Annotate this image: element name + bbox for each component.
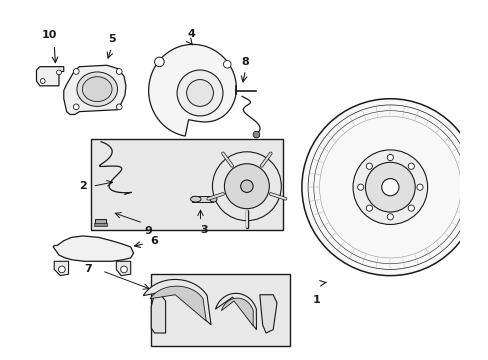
- Circle shape: [386, 214, 393, 220]
- Circle shape: [186, 80, 213, 106]
- Circle shape: [381, 179, 398, 196]
- Polygon shape: [63, 65, 126, 114]
- Circle shape: [224, 164, 269, 209]
- Circle shape: [301, 99, 478, 276]
- Polygon shape: [37, 67, 63, 86]
- Bar: [95, 219, 105, 225]
- Ellipse shape: [209, 196, 217, 202]
- Polygon shape: [259, 295, 276, 333]
- Circle shape: [57, 70, 61, 75]
- Circle shape: [116, 104, 122, 110]
- Polygon shape: [221, 298, 253, 326]
- Text: 5: 5: [107, 34, 115, 44]
- Text: 3: 3: [200, 225, 207, 235]
- Circle shape: [366, 163, 372, 169]
- Polygon shape: [53, 236, 133, 261]
- Circle shape: [416, 184, 422, 190]
- Circle shape: [407, 205, 413, 211]
- Text: 10: 10: [41, 30, 57, 40]
- Bar: [191, 196, 213, 202]
- Polygon shape: [215, 293, 256, 330]
- Bar: [91, 139, 282, 230]
- Polygon shape: [151, 293, 165, 333]
- Circle shape: [59, 266, 65, 273]
- Circle shape: [386, 154, 393, 161]
- Circle shape: [253, 131, 259, 138]
- Circle shape: [73, 69, 79, 74]
- Bar: [151, 274, 289, 346]
- Circle shape: [121, 266, 127, 273]
- Polygon shape: [54, 261, 68, 276]
- Text: 4: 4: [186, 29, 195, 39]
- Text: 9: 9: [143, 226, 152, 237]
- Circle shape: [116, 69, 122, 74]
- Circle shape: [365, 162, 414, 212]
- Circle shape: [366, 205, 372, 211]
- Ellipse shape: [190, 196, 201, 202]
- Polygon shape: [143, 279, 211, 325]
- Circle shape: [40, 78, 45, 84]
- Circle shape: [212, 152, 281, 221]
- Circle shape: [407, 163, 413, 169]
- Polygon shape: [150, 286, 206, 321]
- Circle shape: [240, 180, 253, 193]
- Text: 6: 6: [149, 236, 157, 246]
- Polygon shape: [116, 261, 130, 276]
- Text: 7: 7: [83, 264, 91, 274]
- Ellipse shape: [77, 72, 117, 106]
- Polygon shape: [148, 44, 236, 136]
- Bar: [94, 223, 107, 226]
- Circle shape: [357, 184, 363, 190]
- Circle shape: [352, 150, 427, 225]
- Text: 1: 1: [312, 295, 320, 305]
- Ellipse shape: [82, 77, 112, 102]
- Circle shape: [154, 57, 164, 67]
- Circle shape: [73, 104, 79, 110]
- Circle shape: [177, 70, 223, 116]
- Text: 2: 2: [79, 181, 86, 191]
- Circle shape: [223, 60, 231, 68]
- Text: 8: 8: [241, 57, 249, 67]
